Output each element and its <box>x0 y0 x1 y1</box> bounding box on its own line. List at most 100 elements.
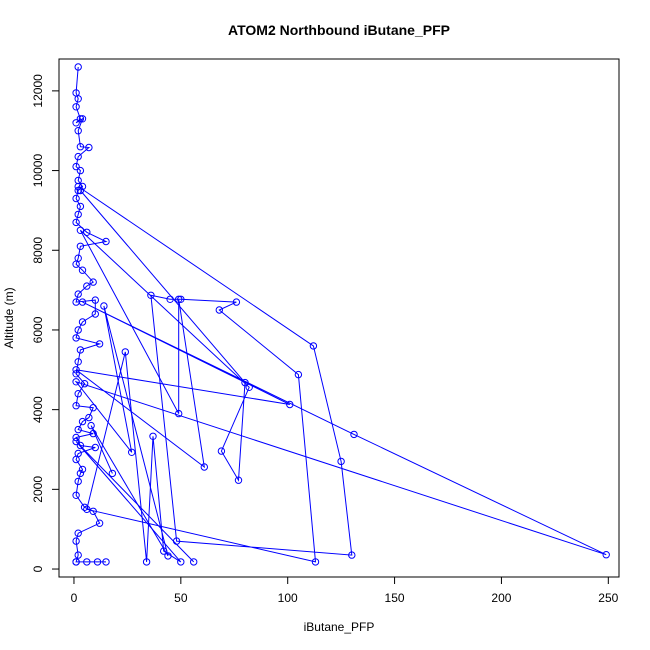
x-tick-label: 0 <box>71 591 78 605</box>
data-point <box>74 551 82 559</box>
data-point <box>74 290 82 298</box>
data-point <box>83 558 91 566</box>
data-point <box>602 551 610 559</box>
y-tick-label: 2000 <box>31 476 45 503</box>
data-point <box>72 218 80 227</box>
data-point <box>74 529 82 537</box>
chart-title: ATOM2 Northbound iButane_PFP <box>228 22 450 38</box>
data-point <box>102 558 110 566</box>
data-point <box>172 537 181 545</box>
data-point <box>95 519 104 527</box>
data-point <box>72 437 80 446</box>
data-point <box>200 463 209 471</box>
data-point <box>72 119 80 127</box>
data-point <box>85 143 93 152</box>
data-point <box>74 95 82 103</box>
data-point <box>190 558 198 566</box>
data-point <box>102 237 110 246</box>
data-point <box>91 310 100 318</box>
data-point <box>72 260 80 268</box>
data-point <box>350 430 358 439</box>
data-point <box>76 115 85 123</box>
data-point <box>76 186 85 195</box>
data-point <box>128 448 136 456</box>
data-point <box>234 476 243 484</box>
data-point <box>74 127 82 135</box>
x-axis: 0 50 100 150 200 250 <box>71 576 619 605</box>
data-point <box>76 226 85 235</box>
data-point <box>72 455 80 464</box>
y-axis: 0 2000 4000 6000 8000 10000 12000 <box>31 74 60 572</box>
y-tick-label: 6000 <box>31 316 45 343</box>
data-point <box>83 228 91 237</box>
data-point <box>311 558 320 566</box>
plot-frame <box>58 58 620 578</box>
data-point <box>72 366 80 374</box>
data-point <box>72 537 80 545</box>
data-point <box>95 340 104 348</box>
data-point <box>83 282 91 290</box>
data-point <box>74 210 82 219</box>
data-point <box>76 202 85 211</box>
data-point <box>232 298 241 306</box>
data-point <box>72 378 80 386</box>
data-point <box>245 383 253 391</box>
data-point <box>78 465 87 474</box>
data-point <box>72 334 80 342</box>
data-point <box>72 433 80 442</box>
data-point <box>74 477 82 486</box>
data-point <box>217 447 226 455</box>
series-layer <box>72 63 610 566</box>
data-point <box>78 115 87 123</box>
data-point <box>74 186 82 195</box>
data-point <box>72 370 80 378</box>
data-point <box>175 409 183 418</box>
data-point <box>74 425 82 434</box>
y-tick-label: 4000 <box>31 396 45 423</box>
data-point <box>175 295 183 303</box>
data-point <box>294 370 303 379</box>
data-point <box>76 166 85 175</box>
data-point <box>100 302 108 310</box>
y-tick-label: 10000 <box>31 154 45 188</box>
data-point <box>91 443 100 452</box>
x-tick-label: 100 <box>278 591 298 605</box>
y-tick-label: 0 <box>31 565 45 572</box>
series-line-3 <box>74 190 607 557</box>
y-axis-label: Altitude (m) <box>2 287 16 348</box>
data-point <box>108 469 117 478</box>
data-point <box>72 162 80 171</box>
data-point <box>74 326 82 334</box>
data-point <box>74 390 82 398</box>
data-point <box>348 551 356 559</box>
data-point <box>89 278 97 286</box>
y-tick-label: 12000 <box>31 74 45 108</box>
data-point <box>177 558 185 566</box>
data-point <box>76 346 85 354</box>
data-point <box>76 469 85 478</box>
data-point <box>147 291 155 299</box>
data-point <box>121 348 130 356</box>
data-point <box>83 505 91 513</box>
x-tick-label: 150 <box>385 591 405 605</box>
data-point <box>72 194 80 203</box>
data-point <box>164 552 172 560</box>
data-point <box>78 318 87 326</box>
data-point <box>74 182 82 191</box>
data-point <box>177 295 185 303</box>
data-point <box>78 266 87 274</box>
data-point <box>337 457 345 466</box>
data-point <box>74 63 82 71</box>
data-point <box>215 306 224 314</box>
y-tick-label: 8000 <box>31 237 45 264</box>
data-point <box>93 558 102 566</box>
data-point <box>72 402 80 410</box>
data-point <box>309 342 318 350</box>
data-point <box>76 441 85 450</box>
data-point <box>87 421 95 430</box>
data-point <box>85 413 93 422</box>
data-point <box>78 417 87 426</box>
data-point <box>76 242 85 251</box>
x-tick-label: 250 <box>598 591 618 605</box>
